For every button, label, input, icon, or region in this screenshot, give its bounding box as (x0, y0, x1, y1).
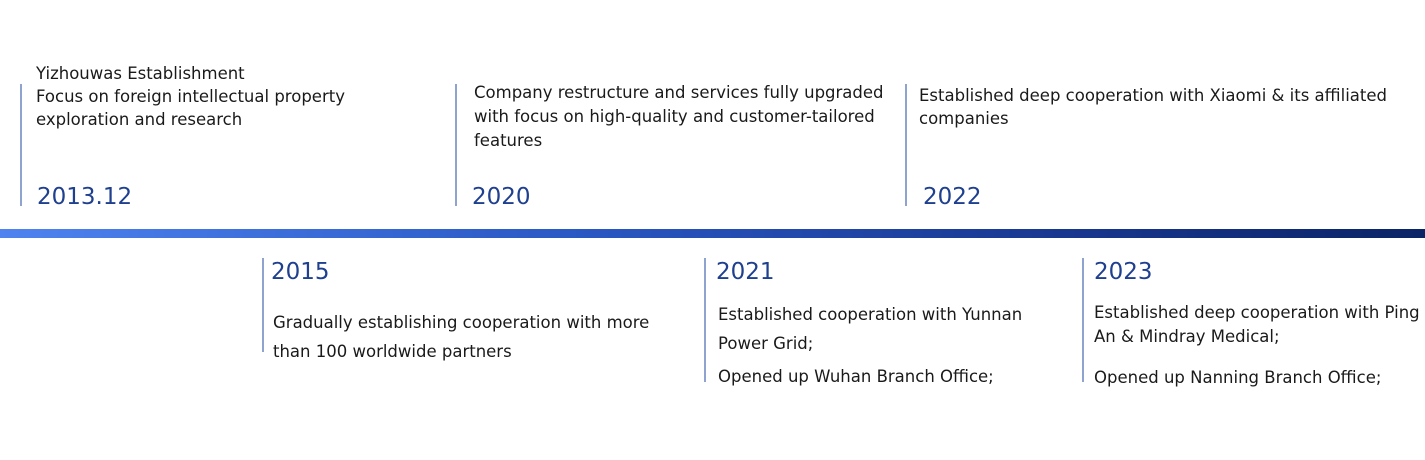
timeline-bar (0, 229, 1425, 238)
milestone-divider (455, 84, 457, 206)
milestone-text-line: Established deep cooperation with Xiaomi… (919, 86, 1387, 105)
milestone-year: 2022 (923, 184, 982, 210)
milestone-2015-description: Gradually establishing cooperation with … (273, 308, 693, 366)
milestone-divider (1082, 258, 1084, 382)
milestone-2022-description: Established deep cooperation with Xiaomi… (919, 84, 1409, 130)
milestone-text-line: with focus on high-quality and customer-… (474, 107, 875, 126)
milestone-text-line: Power Grid; (718, 334, 814, 353)
milestone-text-line: Opened up Nanning Branch Office; (1094, 368, 1382, 387)
milestone-2013-description: Yizhouwas Establishment Focus on foreign… (36, 62, 436, 131)
milestone-text-line: Established cooperation with Yunnan (718, 305, 1023, 324)
milestone-year: 2023 (1094, 259, 1153, 285)
milestone-divider (20, 84, 22, 206)
milestone-2023-description: Established deep cooperation with Ping A… (1094, 301, 1424, 390)
milestone-text-line: Company restructure and services fully u… (474, 83, 884, 102)
milestone-2020-description: Company restructure and services fully u… (474, 81, 884, 152)
milestone-2021-description: Established cooperation with Yunnan Powe… (718, 300, 1078, 391)
milestone-text-line: Opened up Wuhan Branch Office; (718, 367, 994, 386)
milestone-text-line: Established deep cooperation with Ping (1094, 303, 1420, 322)
milestone-divider (905, 84, 907, 206)
milestone-text-line: An & Mindray Medical; (1094, 327, 1280, 346)
milestone-text-line: companies (919, 109, 1009, 128)
milestone-text-line: exploration and research (36, 110, 243, 129)
milestone-text-line: Gradually establishing cooperation with … (273, 313, 650, 332)
milestone-year: 2013.12 (37, 184, 133, 210)
milestone-text-line: than 100 worldwide partners (273, 342, 512, 361)
milestone-text-line: features (474, 131, 543, 150)
milestone-divider (704, 258, 706, 382)
milestone-year: 2020 (472, 184, 531, 210)
milestone-year: 2021 (716, 259, 775, 285)
milestone-year: 2015 (271, 259, 330, 285)
milestone-text-line: Yizhouwas Establishment (36, 64, 245, 83)
milestone-divider (262, 258, 264, 352)
milestone-text-line: Focus on foreign intellectual property (36, 87, 345, 106)
